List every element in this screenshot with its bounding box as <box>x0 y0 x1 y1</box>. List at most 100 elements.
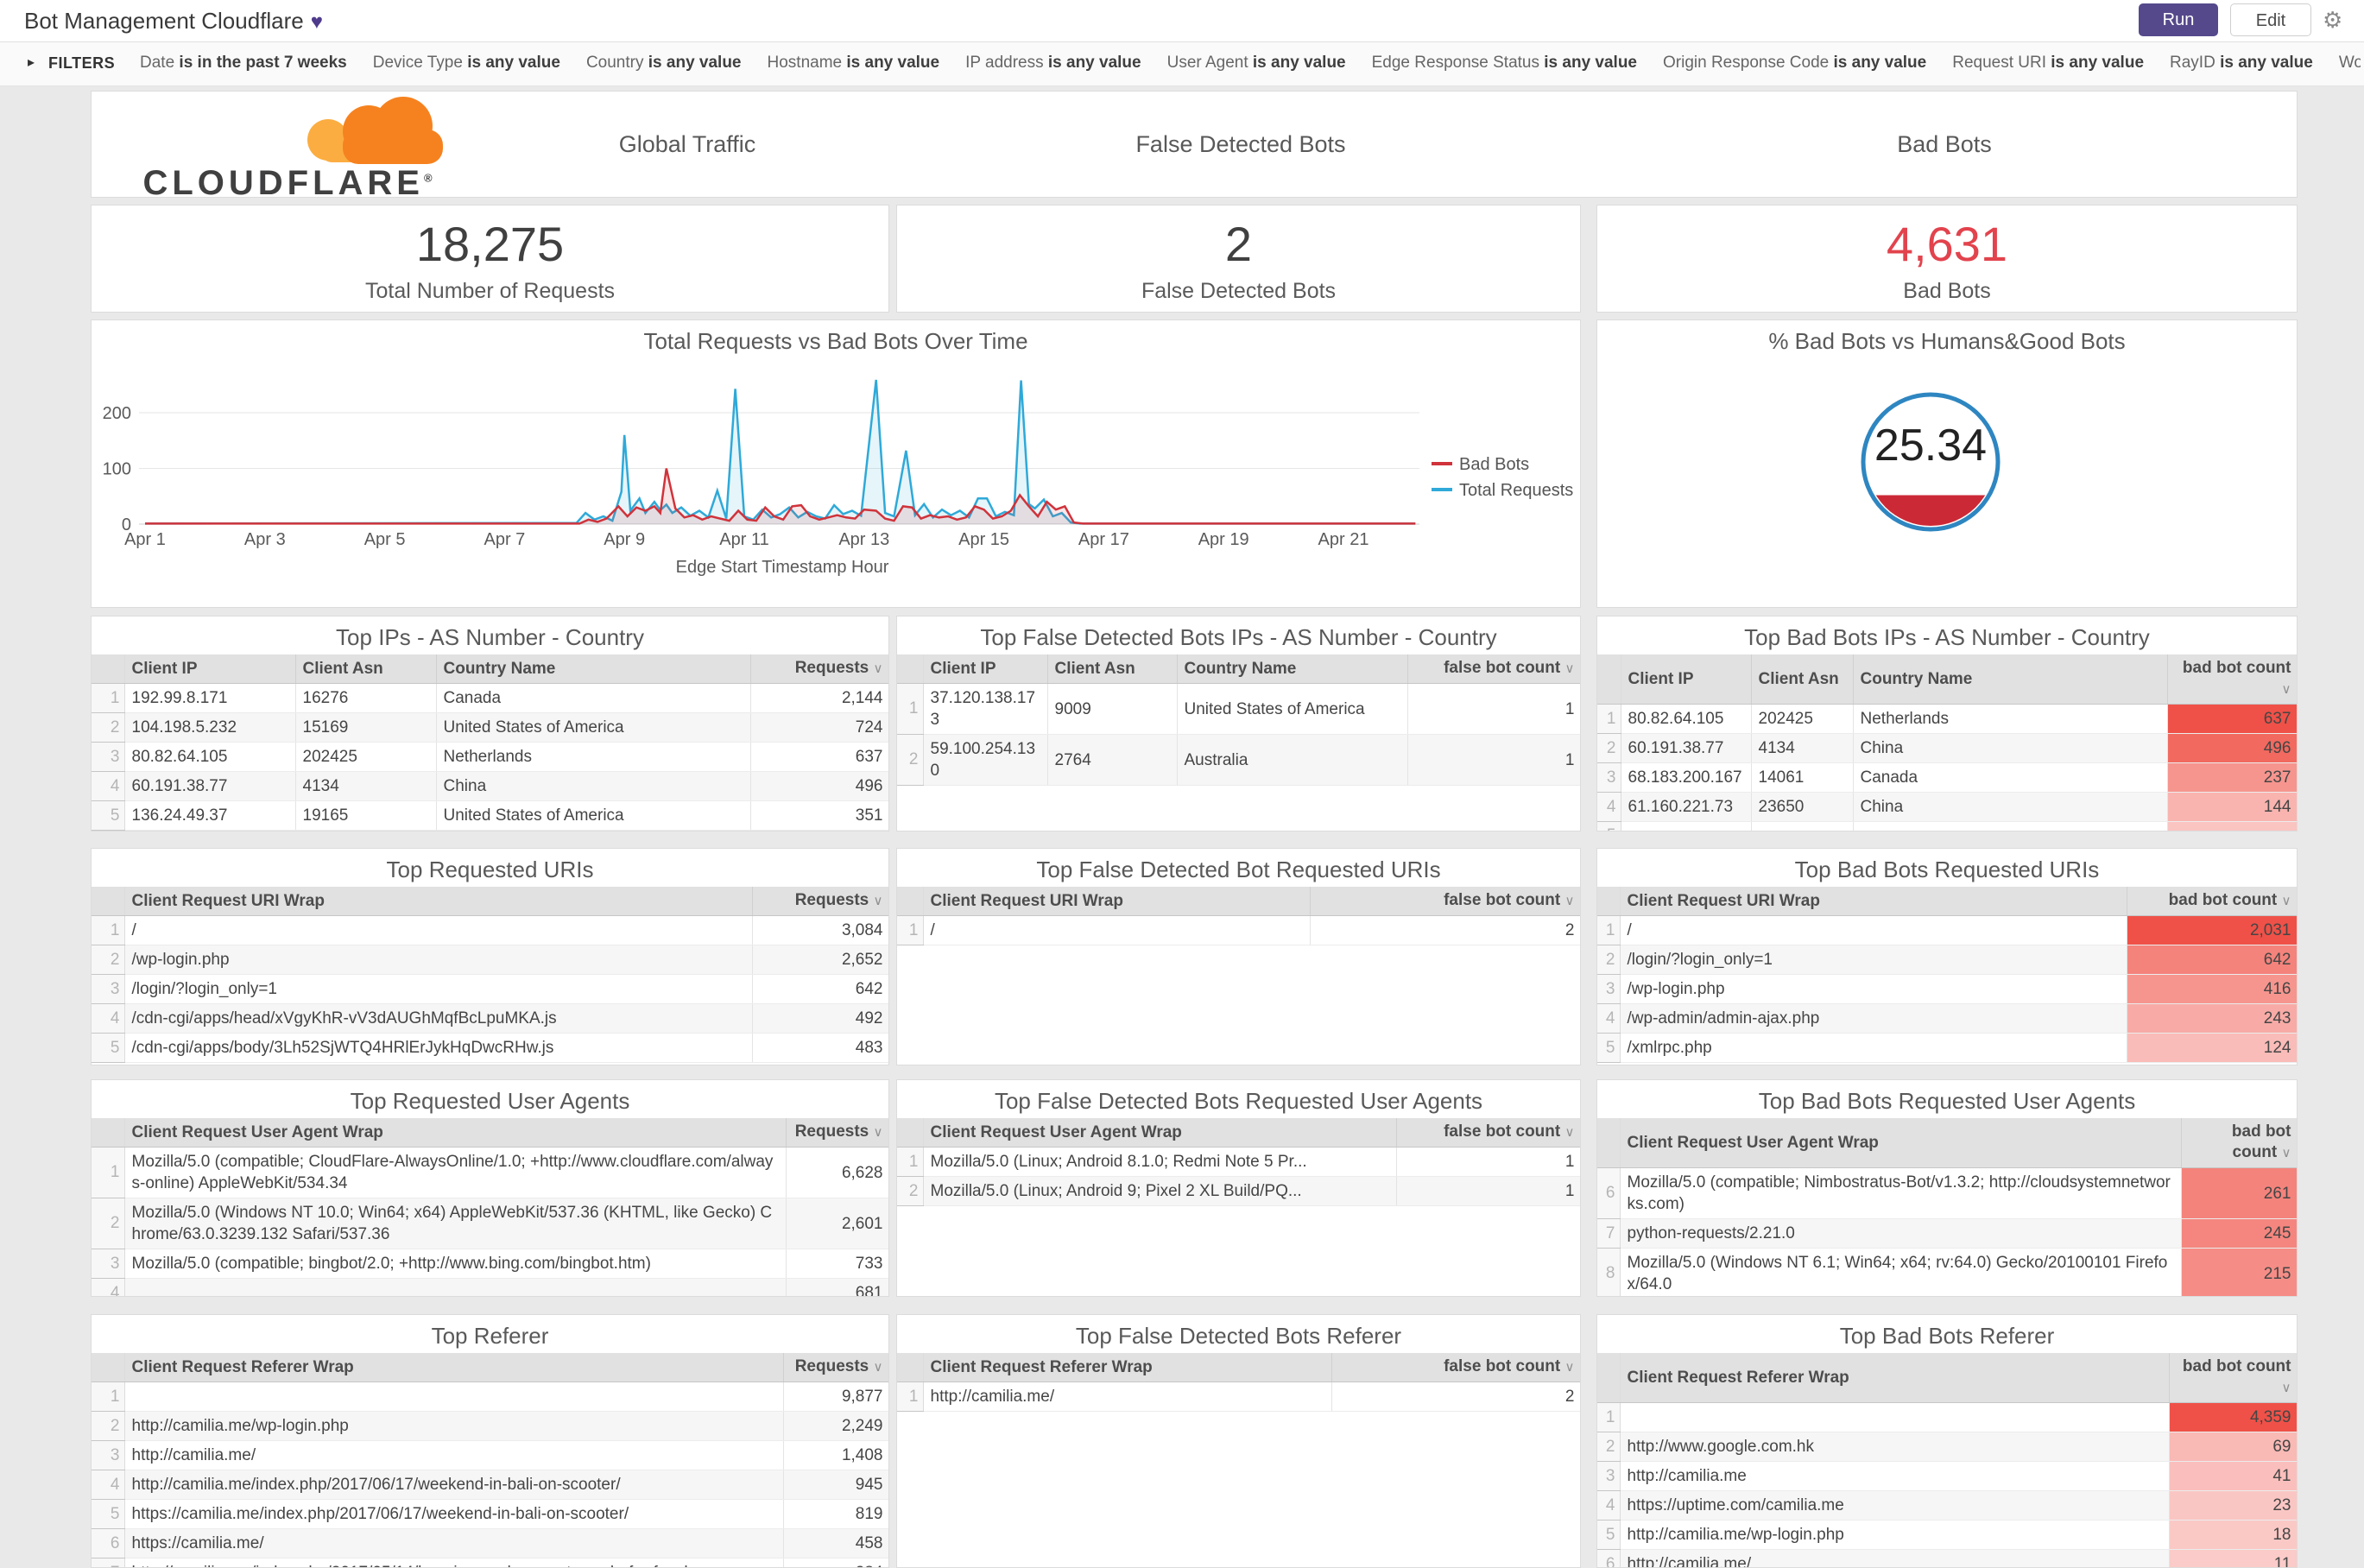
column-header[interactable]: Client Request Referer Wrap <box>1620 1353 2170 1403</box>
cell[interactable]: 637 <box>2167 704 2297 734</box>
edit-button[interactable]: Edit <box>2230 3 2311 36</box>
cell[interactable]: 945 <box>783 1470 888 1500</box>
column-header[interactable]: Client Asn <box>295 654 437 684</box>
cell[interactable]: 1,408 <box>783 1440 888 1470</box>
cell[interactable]: 124 <box>2127 1033 2297 1063</box>
cell[interactable]: https://camilia.me/ <box>124 1528 784 1559</box>
cell[interactable]: 733 <box>786 1249 888 1279</box>
cell[interactable]: 19165 <box>295 800 437 831</box>
cell[interactable]: 16276 <box>295 683 437 713</box>
cell[interactable]: 416 <box>2127 974 2297 1004</box>
cell[interactable]: 80.82.64.105 <box>124 742 296 772</box>
column-header[interactable]: Requests ∨ <box>786 1118 888 1148</box>
filter-item[interactable]: User Agent is any value <box>1166 54 1346 72</box>
filter-item[interactable]: Country is any value <box>585 54 742 72</box>
cell[interactable]: /wp-login.php <box>124 945 753 975</box>
cell[interactable]: Mozilla/5.0 (compatible; bingbot/2.0; +h… <box>124 1249 787 1279</box>
cell[interactable]: 1 <box>1396 1176 1580 1206</box>
cell[interactable]: United States of America <box>1177 683 1408 735</box>
cell[interactable]: /cdn-cgi/apps/body/3Lh52SjWTQ4HRlErJykHq… <box>124 1033 753 1063</box>
column-header[interactable]: false bot count ∨ <box>1331 1353 1580 1382</box>
filter-item[interactable]: Worker Subrequest is... <box>2338 54 2361 72</box>
cell[interactable]: 60.191.38.77 <box>1621 733 1752 763</box>
cell[interactable]: 496 <box>2167 733 2297 763</box>
column-header[interactable]: Client Request Referer Wrap <box>124 1353 784 1382</box>
cell[interactable]: 496 <box>750 771 888 801</box>
cell[interactable]: 1 <box>1396 1147 1580 1177</box>
filter-item[interactable]: Date is in the past 7 weeks <box>140 54 347 72</box>
cell[interactable]: 243 <box>2127 1003 2297 1034</box>
cell[interactable]: 61.160.221.73 <box>1621 792 1752 822</box>
filter-item[interactable]: RayID is any value <box>2170 54 2313 72</box>
cell[interactable]: United States of America <box>436 800 751 831</box>
filter-item[interactable]: Device Type is any value <box>372 54 560 72</box>
cell[interactable]: 136.24.49.37 <box>124 800 296 831</box>
cell[interactable]: 724 <box>750 712 888 743</box>
column-header[interactable]: Client Asn <box>1751 654 1854 705</box>
cell[interactable]: 245 <box>2181 1218 2297 1249</box>
cell[interactable]: http://camilia.me/ <box>1620 1549 2170 1567</box>
cell[interactable]: http://camilia.me/ <box>923 1381 1332 1412</box>
cell[interactable]: 284 <box>783 1558 888 1567</box>
cell[interactable]: Mozilla/5.0 (Linux; Android 8.1.0; Redmi… <box>923 1147 1397 1177</box>
cell[interactable]: 6,628 <box>786 1147 888 1198</box>
cell[interactable]: 202425 <box>295 742 437 772</box>
time-series-chart[interactable]: 0 100 200 Apr 1 Apr 3 Apr 5 Apr 7 Apr 9 Apr 11 Ap… <box>92 358 1580 605</box>
cell[interactable] <box>1621 821 1752 831</box>
filter-item[interactable]: Edge Response Status is any value <box>1371 54 1637 72</box>
cell[interactable]: Mozilla/5.0 (compatible; Nimbostratus-Bo… <box>1620 1167 2182 1219</box>
cell[interactable]: 11 <box>2169 1549 2297 1567</box>
cell[interactable]: China <box>1853 792 2168 822</box>
cell[interactable] <box>2167 821 2297 831</box>
cell[interactable]: 37.120.138.173 <box>923 683 1048 735</box>
column-header[interactable]: Client Request URI Wrap <box>1620 887 2127 916</box>
cell[interactable] <box>1751 821 1854 831</box>
cell[interactable]: http://camilia.me/index.php/2017/05/14/h… <box>124 1558 784 1567</box>
column-header[interactable]: bad bot count ∨ <box>2169 1353 2297 1403</box>
filter-item[interactable]: Origin Response Code is any value <box>1663 54 1927 72</box>
cell[interactable]: 9009 <box>1047 683 1178 735</box>
column-header[interactable]: Client Request User Agent Wrap <box>923 1118 1397 1148</box>
cell[interactable]: 237 <box>2167 762 2297 793</box>
gear-icon[interactable]: ⚙ <box>2323 7 2343 33</box>
column-header[interactable]: Client IP <box>124 654 296 684</box>
column-header[interactable]: Client Asn <box>1047 654 1178 684</box>
cell[interactable]: 2 <box>1310 915 1580 945</box>
cell[interactable]: China <box>436 771 751 801</box>
cell[interactable]: Mozilla/5.0 (compatible; CloudFlare-Alwa… <box>124 1147 787 1198</box>
cell[interactable]: https://camilia.me/index.php/2017/06/17/… <box>124 1499 784 1529</box>
cell[interactable]: / <box>923 915 1311 945</box>
cell[interactable]: http://camilia.me/ <box>124 1440 784 1470</box>
column-header[interactable]: Country Name <box>1177 654 1408 684</box>
column-header[interactable]: false bot count ∨ <box>1407 654 1580 684</box>
column-header[interactable]: bad bot count ∨ <box>2127 887 2297 916</box>
cell[interactable]: http://camilia.me/index.php/2017/06/17/w… <box>124 1470 784 1500</box>
column-header[interactable]: Client IP <box>923 654 1048 684</box>
cell[interactable]: 261 <box>2181 1167 2297 1219</box>
cell[interactable]: 1 <box>1407 734 1580 786</box>
cell[interactable]: 642 <box>2127 945 2297 975</box>
column-header[interactable]: false bot count ∨ <box>1396 1118 1580 1148</box>
cell[interactable]: 2 <box>1331 1381 1580 1412</box>
cell[interactable]: python-requests/2.21.0 <box>1620 1218 2182 1249</box>
cell[interactable]: Netherlands <box>436 742 751 772</box>
cell[interactable]: /xmlrpc.php <box>1620 1033 2127 1063</box>
cell[interactable]: 4,359 <box>2169 1402 2297 1432</box>
filter-item[interactable]: IP address is any value <box>965 54 1141 72</box>
cell[interactable]: 819 <box>783 1499 888 1529</box>
cell[interactable]: Netherlands <box>1853 704 2168 734</box>
cell[interactable]: 60.191.38.77 <box>124 771 296 801</box>
cell[interactable]: 2,601 <box>786 1198 888 1249</box>
filter-item[interactable]: Hostname is any value <box>767 54 940 72</box>
cell[interactable]: Australia <box>1177 734 1408 786</box>
cell[interactable]: 4134 <box>295 771 437 801</box>
column-header[interactable]: Client Request URI Wrap <box>124 887 753 916</box>
cell[interactable]: 59.100.254.130 <box>923 734 1048 786</box>
cell[interactable]: 144 <box>2167 792 2297 822</box>
column-header[interactable]: Requests ∨ <box>752 887 888 916</box>
cell[interactable]: Mozilla/5.0 (Windows NT 10.0; Win64; x64… <box>124 1198 787 1249</box>
cell[interactable]: 18 <box>2169 1520 2297 1550</box>
cell[interactable]: 2,144 <box>750 683 888 713</box>
cell[interactable]: 23 <box>2169 1490 2297 1521</box>
cell[interactable]: 637 <box>750 742 888 772</box>
